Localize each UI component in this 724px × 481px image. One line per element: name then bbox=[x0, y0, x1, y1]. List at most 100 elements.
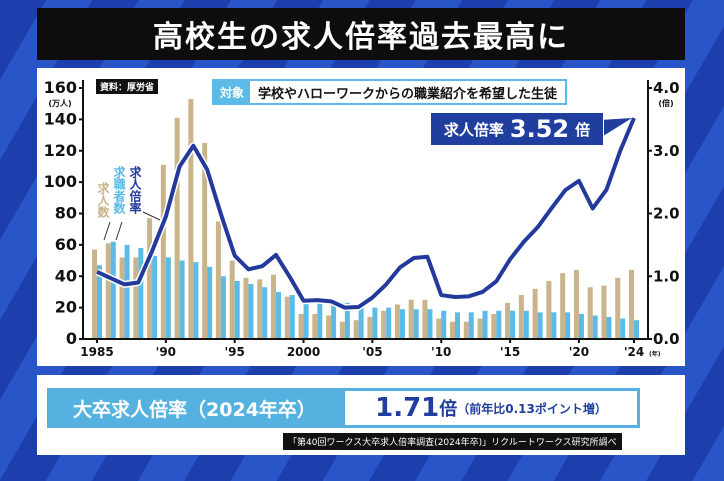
bar-seekers bbox=[138, 248, 144, 339]
left-tick-label: 120 bbox=[44, 141, 77, 160]
bar-offers bbox=[573, 269, 579, 339]
legend-ratio: 求人倍率 bbox=[128, 166, 142, 214]
bar-offers bbox=[408, 299, 414, 339]
left-tick-label: 80 bbox=[55, 204, 77, 223]
bar-offers bbox=[367, 317, 373, 339]
bar-seekers bbox=[634, 320, 639, 339]
grad-ratio-change: （前年比0.13ポイント増） bbox=[457, 401, 607, 416]
target-box: 対象 学校やハローワークからの職業紹介を希望した生徒 bbox=[212, 79, 568, 105]
bar-offers bbox=[422, 299, 428, 339]
legend-offers: 求人数 bbox=[96, 182, 110, 218]
left-tick-label: 100 bbox=[44, 172, 77, 191]
survey-note: 「第40回ワークス大卒求人倍率調査(2024年卒)」リクルートワークス研究所調べ bbox=[283, 433, 622, 450]
bar-seekers bbox=[234, 280, 240, 339]
bar-offers bbox=[463, 321, 469, 339]
left-tick-label: 0 bbox=[66, 329, 77, 348]
grad-ratio-value: 1.71 bbox=[375, 393, 440, 423]
left-tick-label: 140 bbox=[44, 109, 77, 128]
bar-seekers bbox=[358, 306, 364, 339]
bar-seekers bbox=[262, 287, 268, 339]
x-tick-label: '90 bbox=[156, 345, 176, 359]
bar-seekers bbox=[344, 302, 350, 339]
bar-seekers bbox=[276, 291, 281, 339]
bar-seekers bbox=[510, 310, 516, 339]
bar-offers bbox=[133, 257, 139, 339]
left-tick-label: 160 bbox=[44, 78, 77, 97]
bar-seekers bbox=[482, 310, 488, 339]
bar-offers bbox=[505, 302, 511, 339]
legend-seekers: 求職者数 bbox=[112, 166, 126, 214]
grad-ratio-box: 1.71 倍 （前年比0.13ポイント増） bbox=[342, 388, 640, 428]
x-tick-label: '10 bbox=[431, 345, 451, 359]
bar-offers bbox=[284, 296, 290, 339]
bar-offers bbox=[615, 277, 621, 339]
bar-seekers bbox=[124, 244, 130, 339]
bar-seekers bbox=[165, 257, 171, 339]
bar-offers bbox=[229, 260, 235, 339]
bar-offers bbox=[436, 318, 442, 339]
bar-seekers bbox=[152, 255, 158, 339]
bar-seekers bbox=[592, 315, 598, 339]
x-tick-label: '05 bbox=[362, 345, 382, 359]
bar-offers bbox=[629, 269, 634, 339]
bar-offers bbox=[298, 313, 304, 339]
bar-seekers bbox=[455, 312, 460, 339]
bar-offers bbox=[188, 98, 194, 339]
bar-seekers bbox=[565, 312, 571, 339]
callout-pointer bbox=[600, 118, 632, 138]
bar-offers bbox=[105, 243, 111, 339]
x-tick-label: '15 bbox=[500, 345, 520, 359]
bar-seekers bbox=[523, 310, 529, 339]
left-tick-label: 40 bbox=[55, 266, 77, 285]
bar-seekers bbox=[606, 317, 612, 339]
right-tick-label: 2.0 bbox=[653, 205, 680, 223]
grad-ratio-label: 大卒求人倍率（2024年卒） bbox=[47, 388, 342, 428]
left-tick-label: 60 bbox=[55, 235, 77, 254]
bar-offers bbox=[532, 288, 538, 339]
bar-offers bbox=[450, 321, 455, 339]
bar-seekers bbox=[193, 262, 199, 339]
source-label: 資料：厚労省 bbox=[96, 79, 159, 94]
bar-offers bbox=[339, 321, 345, 339]
bar-offers bbox=[601, 285, 607, 339]
legend-pointer-seekers bbox=[115, 221, 123, 241]
left-tick-label: 20 bbox=[55, 298, 77, 317]
x-tick-label: '95 bbox=[225, 345, 245, 359]
bar-offers bbox=[215, 221, 221, 339]
bar-offers bbox=[257, 279, 263, 339]
callout-value: 3.52 bbox=[509, 115, 570, 143]
legend-pointer-ratio bbox=[142, 211, 161, 221]
bar-offers bbox=[477, 318, 483, 339]
bar-seekers bbox=[537, 312, 543, 339]
callout-unit: 倍 bbox=[575, 120, 591, 139]
bar-seekers bbox=[289, 295, 295, 339]
bar-seekers bbox=[317, 301, 323, 339]
ratio-callout: 求人倍率 3.52 倍 bbox=[430, 112, 604, 146]
right-tick-label: 1.0 bbox=[653, 267, 680, 285]
bar-seekers bbox=[331, 304, 337, 339]
target-text: 学校やハローワークからの職業紹介を希望した生徒 bbox=[258, 86, 558, 102]
bar-offers bbox=[381, 310, 387, 339]
bar-seekers bbox=[578, 313, 584, 339]
bar-seekers bbox=[97, 265, 102, 339]
bar-offers bbox=[491, 313, 497, 339]
bar-offers bbox=[202, 142, 208, 339]
bar-seekers bbox=[427, 309, 433, 339]
right-tick-label: 3.0 bbox=[653, 142, 680, 160]
bar-offers bbox=[353, 320, 359, 339]
bar-seekers bbox=[386, 307, 392, 339]
bar-offers bbox=[394, 304, 400, 339]
bar-offers bbox=[587, 287, 593, 339]
left-axis-unit: (万人) bbox=[48, 98, 71, 108]
right-axis-unit: (倍) bbox=[658, 98, 673, 108]
bar-seekers bbox=[220, 276, 226, 339]
bar-seekers bbox=[468, 312, 474, 339]
grad-ratio-unit: 倍 bbox=[439, 399, 458, 420]
bar-offers bbox=[312, 313, 318, 339]
bar-seekers bbox=[303, 299, 309, 339]
bar-seekers bbox=[551, 312, 557, 339]
bar-seekers bbox=[441, 310, 447, 339]
bar-seekers bbox=[207, 266, 213, 339]
x-axis-unit: (年) bbox=[649, 350, 661, 358]
